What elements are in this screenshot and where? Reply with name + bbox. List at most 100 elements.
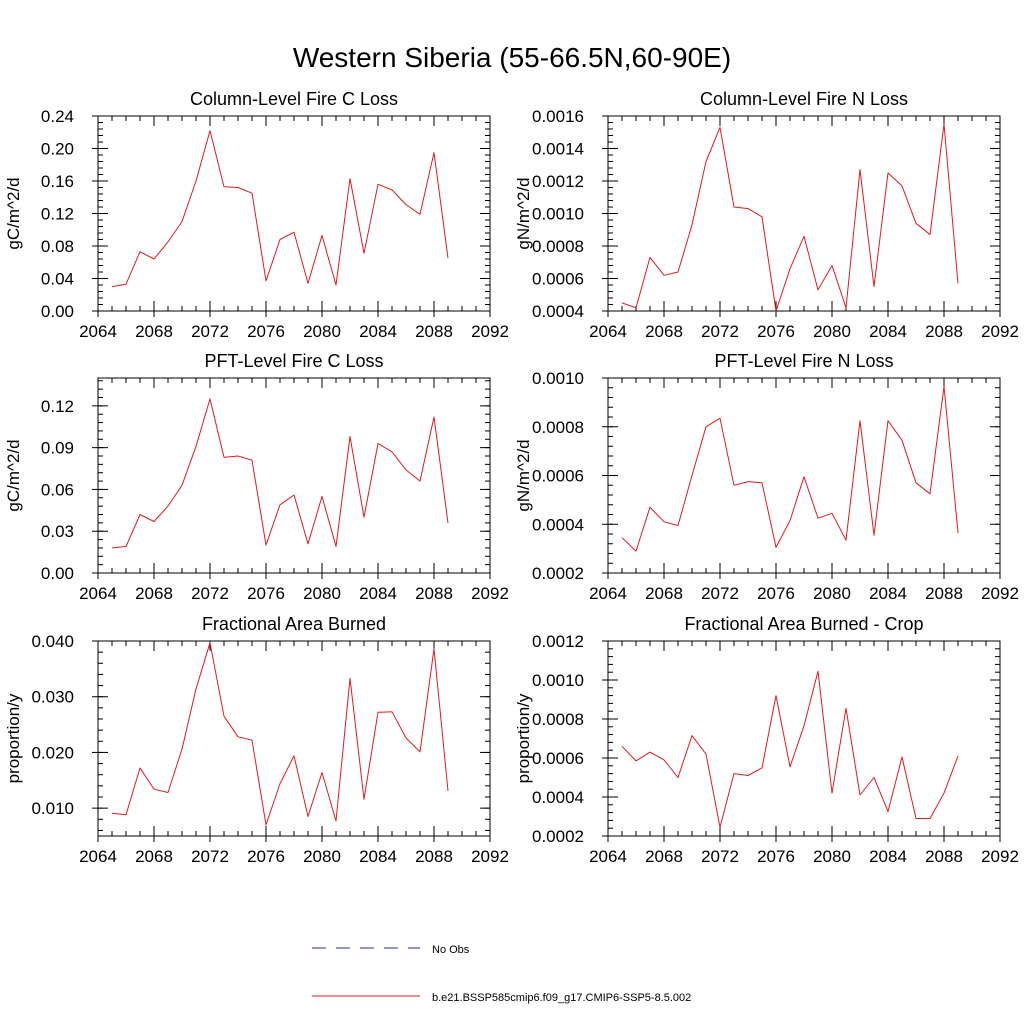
x-tick-label: 2076	[247, 847, 285, 866]
y-tick-label: 0.0004	[532, 788, 584, 807]
x-tick-label: 2064	[589, 322, 627, 341]
y-tick-label: 0.00	[41, 302, 74, 321]
y-tick-label: 0.16	[41, 172, 74, 191]
x-tick-label: 2088	[415, 322, 453, 341]
y-axis-label: gC/m^2/d	[4, 177, 23, 249]
x-tick-label: 2080	[303, 322, 341, 341]
plot-frame	[607, 115, 1001, 312]
chart-panel: 2064 2068 2072 2076 2080 2084 2088 2092 0.0004 0.…	[514, 89, 1019, 341]
legend-label-model: b.e21.BSSP585cmip6.f09_g17.CMIP6-SSP5-8.…	[432, 992, 691, 1004]
x-tick-label: 2072	[191, 584, 229, 603]
x-tick-label: 2068	[135, 584, 173, 603]
y-axis-label: proportion/y	[514, 693, 533, 783]
x-tick-label: 2068	[645, 322, 683, 341]
x-tick-label: 2092	[981, 847, 1019, 866]
x-tick-label: 2092	[471, 584, 509, 603]
y-tick-label: 0.06	[41, 480, 74, 499]
x-tick-label: 2064	[79, 584, 117, 603]
y-axis-label: gN/m^2/d	[514, 439, 533, 511]
y-tick-label: 0.0004	[532, 302, 584, 321]
y-tick-label: 0.0010	[532, 205, 584, 224]
y-tick-label: 0.20	[41, 140, 74, 159]
y-tick-label: 0.09	[41, 439, 74, 458]
y-tick-label: 0.24	[41, 107, 74, 126]
x-tick-label: 2068	[135, 322, 173, 341]
y-tick-label: 0.12	[41, 205, 74, 224]
series-line	[621, 386, 959, 552]
y-tick-label: 0.00	[41, 564, 74, 583]
chart-panel: 2064 2068 2072 2076 2080 2084 2088 2092 0.00 0.03…	[4, 351, 509, 603]
chart-panel: 2064 2068 2072 2076 2080 2084 2088 2092 0.00 0.04…	[4, 89, 509, 341]
y-tick-label: 0.040	[31, 632, 74, 651]
y-tick-label: 0.08	[41, 237, 74, 256]
x-tick-label: 2076	[247, 322, 285, 341]
plot-frame	[607, 640, 1001, 837]
plot-frame	[97, 640, 491, 837]
panel-title: Column-Level Fire N Loss	[700, 89, 908, 109]
x-tick-label: 2084	[869, 847, 907, 866]
x-tick-label: 2064	[589, 847, 627, 866]
y-tick-label: 0.0004	[532, 515, 584, 534]
x-tick-label: 2080	[813, 584, 851, 603]
x-tick-label: 2072	[191, 847, 229, 866]
x-tick-label: 2072	[191, 322, 229, 341]
y-axis-label: gC/m^2/d	[4, 439, 23, 511]
plot-frame	[97, 377, 491, 574]
x-tick-label: 2088	[925, 847, 963, 866]
y-tick-label: 0.0016	[532, 107, 584, 126]
series-line	[111, 130, 449, 288]
y-tick-label: 0.04	[41, 270, 74, 289]
panels: 2064 2068 2072 2076 2080 2084 2088 2092 0.00 0.04…	[4, 89, 1019, 866]
y-tick-label: 0.0012	[532, 172, 584, 191]
x-tick-label: 2080	[813, 322, 851, 341]
panel-title: PFT-Level Fire N Loss	[714, 351, 893, 371]
y-tick-label: 0.0002	[532, 827, 584, 846]
x-tick-label: 2084	[869, 322, 907, 341]
legend: No Obs b.e21.BSSP585cmip6.f09_g17.CMIP6-…	[312, 944, 691, 1004]
x-tick-label: 2088	[415, 847, 453, 866]
y-tick-label: 0.0008	[532, 418, 584, 437]
y-tick-label: 0.0006	[532, 749, 584, 768]
y-tick-label: 0.0010	[532, 671, 584, 690]
x-tick-label: 2092	[471, 847, 509, 866]
x-tick-label: 2064	[79, 847, 117, 866]
x-tick-label: 2072	[701, 322, 739, 341]
x-tick-label: 2084	[869, 584, 907, 603]
x-tick-label: 2076	[757, 584, 795, 603]
x-tick-label: 2084	[359, 847, 397, 866]
y-tick-label: 0.020	[31, 743, 74, 762]
x-tick-label: 2088	[925, 584, 963, 603]
y-tick-label: 0.0008	[532, 710, 584, 729]
x-tick-label: 2080	[813, 847, 851, 866]
series-line	[621, 670, 959, 828]
chart-panel: 2064 2068 2072 2076 2080 2084 2088 2092 0.0002 0.…	[514, 351, 1019, 603]
plot-frame	[607, 377, 1001, 574]
legend-label-obs: No Obs	[432, 944, 470, 956]
x-tick-label: 2088	[415, 584, 453, 603]
x-tick-label: 2068	[645, 584, 683, 603]
x-tick-label: 2072	[701, 847, 739, 866]
y-tick-label: 0.0002	[532, 564, 584, 583]
y-tick-label: 0.010	[31, 799, 74, 818]
x-tick-label: 2076	[757, 322, 795, 341]
x-tick-label: 2088	[925, 322, 963, 341]
figure-title: Western Siberia (55-66.5N,60-90E)	[293, 42, 731, 73]
x-tick-label: 2068	[135, 847, 173, 866]
y-axis-label: gN/m^2/d	[514, 177, 533, 249]
y-tick-label: 0.12	[41, 397, 74, 416]
x-tick-label: 2076	[247, 584, 285, 603]
y-tick-label: 0.0014	[532, 140, 584, 159]
panel-title: Fractional Area Burned - Crop	[684, 614, 923, 634]
y-axis-label: proportion/y	[4, 693, 23, 783]
x-tick-label: 2084	[359, 584, 397, 603]
x-tick-label: 2072	[701, 584, 739, 603]
y-tick-label: 0.0006	[532, 467, 584, 486]
y-tick-label: 0.0006	[532, 270, 584, 289]
y-tick-label: 0.0012	[532, 632, 584, 651]
panel-title: PFT-Level Fire C Loss	[204, 351, 383, 371]
y-tick-label: 0.0010	[532, 369, 584, 388]
panel-title: Column-Level Fire C Loss	[190, 89, 398, 109]
x-tick-label: 2064	[79, 322, 117, 341]
chart-panel: 2064 2068 2072 2076 2080 2084 2088 2092 0.010 0.0…	[4, 614, 509, 866]
